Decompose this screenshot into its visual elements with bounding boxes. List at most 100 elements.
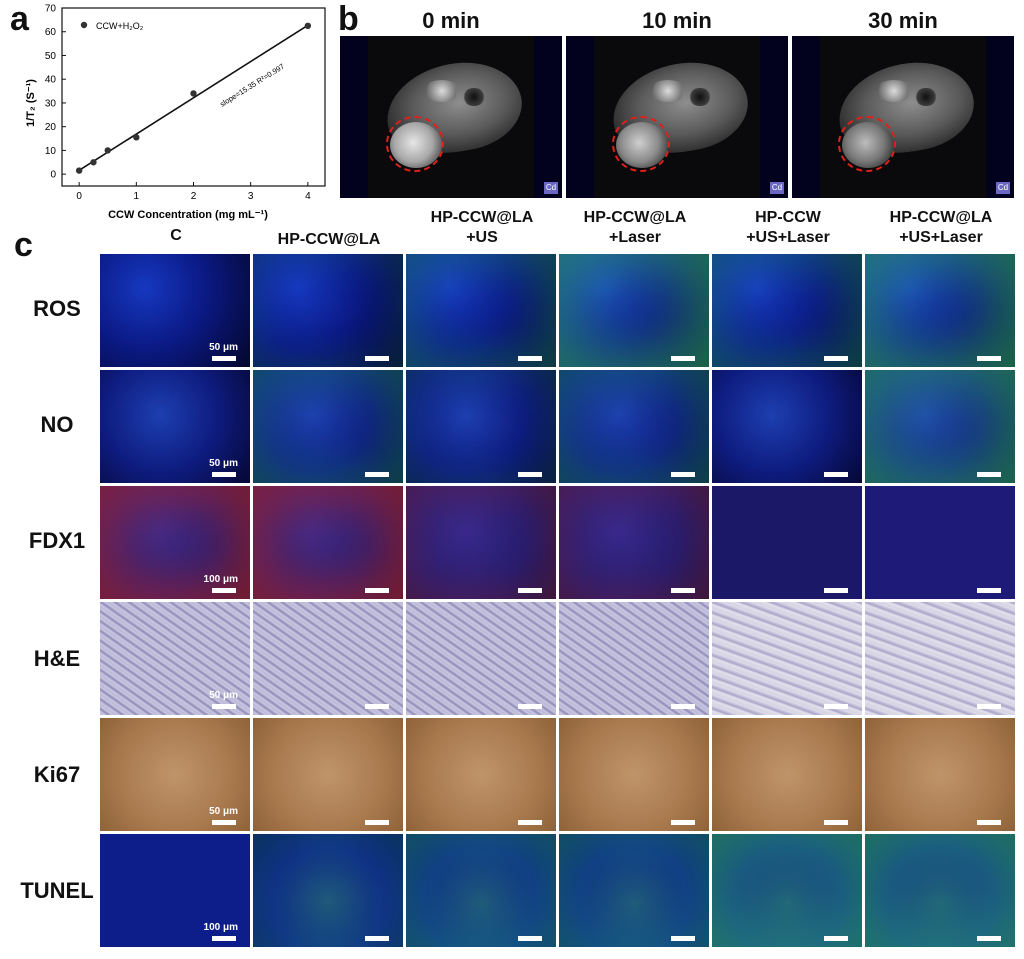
x-tick-label: 0 bbox=[76, 191, 82, 202]
tumor-circle bbox=[386, 116, 444, 172]
scale-bar bbox=[518, 472, 542, 477]
micrograph-he-hp-ccw-la-laser bbox=[559, 602, 709, 715]
tumor-circle bbox=[838, 116, 896, 172]
micrograph-no-c: 50 μm bbox=[100, 370, 250, 483]
scale-bar bbox=[365, 472, 389, 477]
micrograph-tunel-hp-ccw-la-us bbox=[406, 834, 556, 947]
time-label-1: 10 min bbox=[642, 8, 712, 33]
column-header-hp-ccw-la-us-laser: HP-CCW@LA +US+Laser bbox=[889, 209, 993, 246]
panel-letter-b: b bbox=[338, 0, 359, 38]
scale-bar bbox=[518, 588, 542, 593]
micrograph-fdx1-hp-ccw-la-us bbox=[406, 486, 556, 599]
scale-bar bbox=[365, 820, 389, 825]
micrograph-ros-hp-ccw-la-us-laser bbox=[865, 254, 1015, 367]
scale-bar-label: 50 μm bbox=[209, 806, 238, 817]
time-label-2: 30 min bbox=[868, 8, 938, 33]
column-header-hp-ccw-la-us: HP-CCW@LA +US bbox=[430, 209, 534, 246]
scale-bar bbox=[212, 820, 236, 825]
tumor-circle bbox=[612, 116, 670, 172]
panel-letter-c: c bbox=[14, 226, 33, 264]
y-tick-label: 0 bbox=[50, 170, 56, 181]
micrograph-ki67-hp-ccw-la-us bbox=[406, 718, 556, 831]
y-tick-label: 60 bbox=[45, 27, 57, 38]
micrograph-tunel-hp-ccw-la bbox=[253, 834, 403, 947]
scale-bar-label: 50 μm bbox=[209, 342, 238, 353]
scale-bar bbox=[365, 588, 389, 593]
y-tick-label: 10 bbox=[45, 146, 57, 157]
scale-bar bbox=[518, 820, 542, 825]
micrograph-fdx1-hp-ccw-la bbox=[253, 486, 403, 599]
scale-bar-label: 100 μm bbox=[203, 574, 238, 585]
micrograph-fdx1-c: 100 μm bbox=[100, 486, 250, 599]
micrograph-ros-hp-ccw-la-laser bbox=[559, 254, 709, 367]
scale-bar bbox=[977, 820, 1001, 825]
scale-bar bbox=[212, 356, 236, 361]
scale-bar bbox=[518, 356, 542, 361]
scale-bar bbox=[212, 472, 236, 477]
data-point bbox=[104, 147, 111, 154]
data-point bbox=[304, 22, 312, 29]
scale-bar bbox=[824, 356, 848, 361]
scale-bar bbox=[212, 588, 236, 593]
row-label-ki67: Ki67 bbox=[33, 762, 81, 787]
y-tick-label: 70 bbox=[45, 4, 57, 15]
scale-bar bbox=[824, 704, 848, 709]
y-tick-label: 50 bbox=[45, 51, 57, 62]
scale-bar bbox=[212, 704, 236, 709]
panel-letter-a: a bbox=[10, 0, 29, 38]
data-point bbox=[133, 134, 140, 141]
cd-badge: Cd bbox=[544, 182, 558, 194]
scale-bar-label: 50 μm bbox=[209, 458, 238, 469]
micrograph-ki67-hp-ccw-us-laser bbox=[712, 718, 862, 831]
micrograph-tunel-c: 100 μm bbox=[100, 834, 250, 947]
scale-bar bbox=[671, 820, 695, 825]
micrograph-no-hp-ccw-la-us-laser bbox=[865, 370, 1015, 483]
micrograph-no-hp-ccw-la bbox=[253, 370, 403, 483]
micrograph-no-hp-ccw-la-laser bbox=[559, 370, 709, 483]
data-point bbox=[90, 159, 97, 166]
micrograph-ki67-hp-ccw-la-laser bbox=[559, 718, 709, 831]
mri-image-30min: Cd bbox=[792, 36, 1014, 198]
scale-bar bbox=[671, 472, 695, 477]
column-header-control: C bbox=[170, 227, 182, 244]
scale-bar bbox=[671, 356, 695, 361]
scale-bar bbox=[365, 704, 389, 709]
data-point bbox=[190, 90, 197, 97]
y-tick-label: 20 bbox=[45, 122, 57, 133]
micrograph-ki67-hp-ccw-la-us-laser bbox=[865, 718, 1015, 831]
scale-bar-label: 50 μm bbox=[209, 690, 238, 701]
row-label-he: H&E bbox=[33, 646, 81, 671]
row-label-tunel: TUNEL bbox=[20, 878, 94, 903]
scale-bar bbox=[977, 588, 1001, 593]
scale-bar bbox=[824, 936, 848, 941]
scale-bar bbox=[977, 704, 1001, 709]
micrograph-ros-c: 50 μm bbox=[100, 254, 250, 367]
x-tick-label: 1 bbox=[134, 191, 140, 202]
micrograph-ki67-hp-ccw-la bbox=[253, 718, 403, 831]
scale-bar-label: 100 μm bbox=[203, 922, 238, 933]
scale-bar bbox=[977, 936, 1001, 941]
cd-badge: Cd bbox=[996, 182, 1010, 194]
row-label-fdx1: FDX1 bbox=[28, 528, 86, 553]
time-label-0: 0 min bbox=[422, 8, 480, 33]
y-tick-label: 30 bbox=[45, 98, 57, 109]
scale-bar bbox=[365, 356, 389, 361]
scale-bar bbox=[824, 588, 848, 593]
micrograph-tunel-hp-ccw-la-us-laser bbox=[865, 834, 1015, 947]
scale-bar bbox=[977, 472, 1001, 477]
column-header-hp-ccw-us-laser: HP-CCW +US+Laser bbox=[746, 209, 830, 246]
scale-bar bbox=[365, 936, 389, 941]
data-point bbox=[75, 167, 83, 174]
row-label-no: NO bbox=[40, 412, 74, 437]
micrograph-tunel-hp-ccw-la-laser bbox=[559, 834, 709, 947]
mri-image-10min: Cd bbox=[566, 36, 788, 198]
y-axis-label: 1/T₂ (S⁻¹) bbox=[25, 79, 37, 127]
micrograph-no-hp-ccw-us-laser bbox=[712, 370, 862, 483]
micrograph-no-hp-ccw-la-us bbox=[406, 370, 556, 483]
scale-bar bbox=[671, 588, 695, 593]
micrograph-ros-hp-ccw-us-laser bbox=[712, 254, 862, 367]
y-tick-label: 40 bbox=[45, 75, 57, 86]
scale-bar bbox=[518, 704, 542, 709]
